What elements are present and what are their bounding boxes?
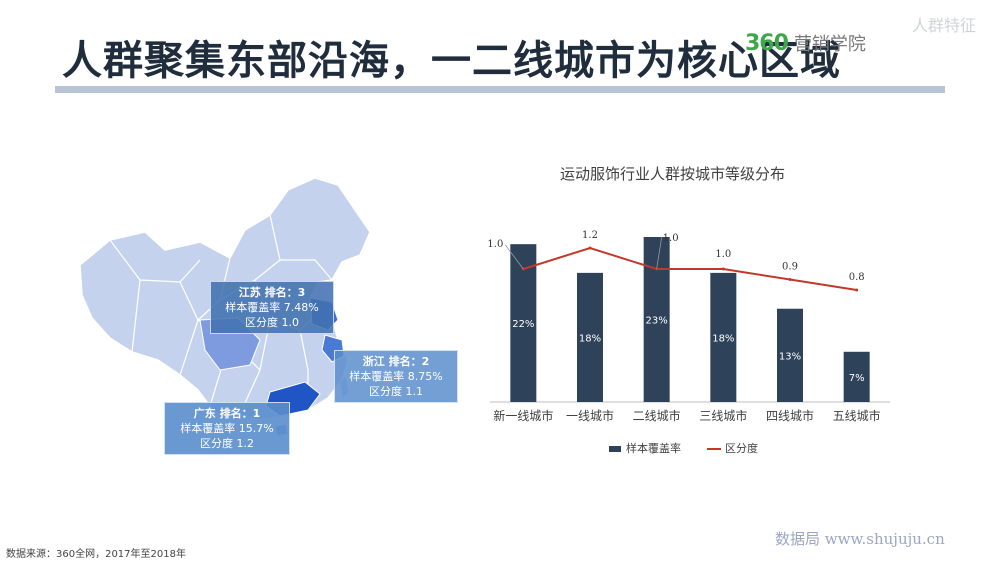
legend-label: 区分度	[725, 441, 758, 455]
line-point	[855, 288, 859, 292]
line-data-label: 0.8	[849, 272, 865, 283]
legend-label: 样本覆盖率	[626, 441, 681, 455]
bar	[643, 237, 670, 402]
bar-data-label: 7%	[849, 373, 865, 384]
callout-index: 区分度 1.2	[200, 437, 254, 450]
callout-jiangsu: 江苏 排名：3 样本覆盖率 7.48% 区分度 1.0	[210, 281, 334, 334]
callout-zhejiang: 浙江 排名：2 样本覆盖率 8.75% 区分度 1.1	[334, 350, 458, 403]
line-series-path	[523, 246, 857, 291]
x-tick-label: 四线城市	[766, 408, 814, 423]
data-source-note: 数据来源：360全网，2017年至2018年	[6, 549, 186, 560]
city-tier-chart: 22% 新一线城市 18% 一线城市 23% 二线城市 18% 三线城市 13% 四线城市 7% 五线…	[487, 230, 890, 455]
label-leader-line	[505, 244, 524, 270]
x-tick-label: 一线城市	[566, 408, 614, 423]
label-leader-line	[656, 236, 663, 270]
bar-data-label: 22%	[512, 319, 534, 330]
chart-title: 运动服饰行业人群按城市等级分布	[560, 165, 786, 183]
page-title: 人群聚集东部沿海，一二线城市为核心区域	[62, 38, 841, 84]
line-point	[588, 246, 592, 250]
bar-data-label: 23%	[646, 316, 668, 327]
watermark: 数据局 www.shujuju.cn	[775, 530, 945, 548]
line-data-label: 1.2	[582, 230, 598, 241]
callout-index: 区分度 1.1	[369, 385, 423, 398]
line-point	[788, 278, 792, 281]
bar-data-label: 13%	[779, 351, 801, 362]
bar	[843, 351, 870, 402]
bar	[777, 308, 803, 402]
callout-rank: 排名：3	[264, 286, 306, 299]
legend-swatch-bar	[609, 446, 621, 452]
line-data-label: 1.0	[663, 233, 679, 244]
callout-rank: 排名：1	[219, 407, 261, 420]
x-tick-label: 二线城市	[633, 408, 681, 423]
callout-coverage: 样本覆盖率 8.75%	[349, 370, 443, 383]
callout-coverage: 样本覆盖率 15.7%	[180, 422, 274, 435]
callout-province: 江苏	[238, 286, 261, 299]
callout-rank: 排名：2	[388, 355, 430, 368]
brand-logo-mark: 360	[745, 30, 789, 56]
line-point	[721, 267, 725, 271]
callout-index: 区分度 1.0	[245, 316, 299, 329]
line-data-label: 1.0	[715, 249, 731, 260]
callout-province: 广东	[193, 407, 216, 420]
bar	[710, 272, 737, 402]
callout-coverage: 样本覆盖率 7.48%	[225, 301, 319, 314]
title-divider	[55, 86, 945, 93]
x-tick-label: 三线城市	[699, 408, 747, 423]
callout-province: 浙江	[362, 355, 385, 368]
x-tick-label: 新一线城市	[493, 408, 553, 423]
x-tick-label: 五线城市	[833, 408, 881, 423]
brand-name: 营销学院	[793, 34, 866, 55]
bar	[577, 272, 603, 402]
line-data-label: 1.0	[487, 239, 503, 250]
line-data-label: 0.9	[782, 262, 798, 273]
brand-logo: 360 营销学院	[745, 30, 866, 56]
section-tag: 人群特征	[912, 16, 977, 35]
bar-data-label: 18%	[579, 333, 601, 344]
bar-data-label: 18%	[712, 333, 734, 344]
callout-guangdong: 广东 排名：1 样本覆盖率 15.7% 区分度 1.2	[164, 402, 290, 455]
